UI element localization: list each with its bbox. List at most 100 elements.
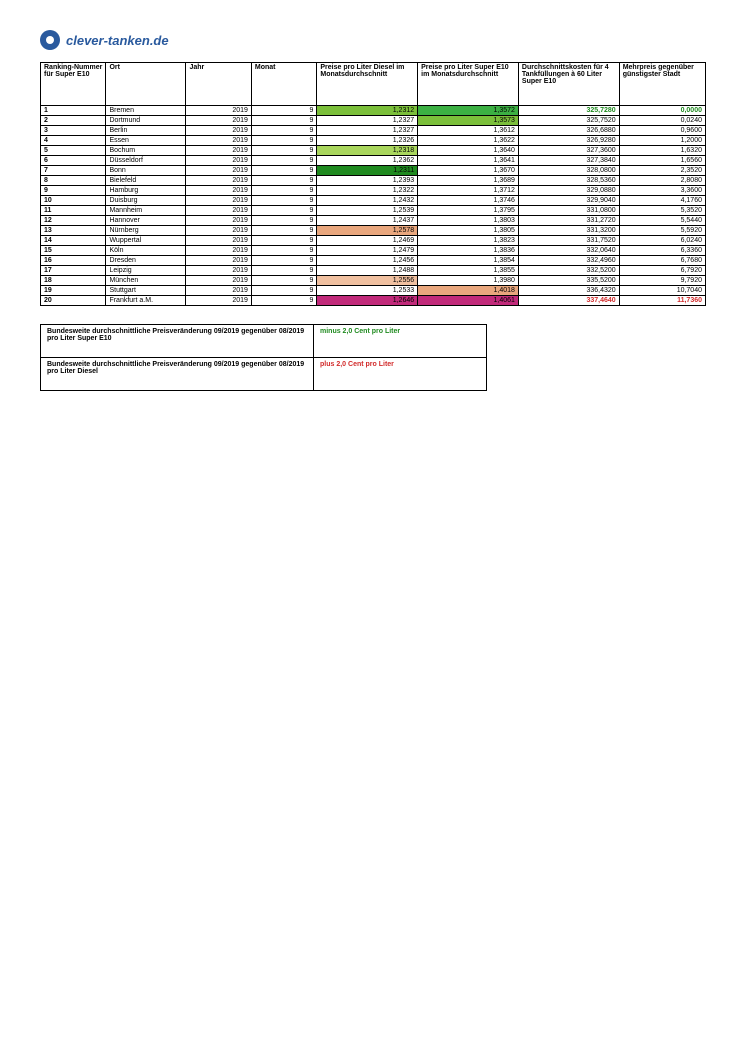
- table-row: 3Berlin201991,23271,3612326,68800,9600: [41, 126, 706, 136]
- table-row: 18München201991,25561,3980335,52009,7920: [41, 276, 706, 286]
- table-cell: 2019: [186, 276, 251, 286]
- table-row: 9Hamburg201991,23221,3712329,08803,3600: [41, 186, 706, 196]
- table-row: 20Frankfurt a.M.201991,26461,4061337,464…: [41, 296, 706, 306]
- table-cell: 9: [251, 236, 316, 246]
- table-cell: 326,6880: [518, 126, 619, 136]
- table-row: 14Wuppertal201991,24691,3823331,75206,02…: [41, 236, 706, 246]
- table-cell: 9: [251, 266, 316, 276]
- table-cell: 14: [41, 236, 106, 246]
- table-cell: 1,2469: [317, 236, 418, 246]
- table-cell: 6,0240: [619, 236, 705, 246]
- table-row: 19Stuttgart201991,25331,4018336,432010,7…: [41, 286, 706, 296]
- table-cell: 1,3572: [418, 106, 519, 116]
- table-cell: Wuppertal: [106, 236, 186, 246]
- table-cell: 1,3746: [418, 196, 519, 206]
- table-cell: 11,7360: [619, 296, 705, 306]
- table-cell: 10,7040: [619, 286, 705, 296]
- table-row: 2Dortmund201991,23271,3573325,75200,0240: [41, 116, 706, 126]
- table-cell: 9: [251, 156, 316, 166]
- table-cell: 5,5440: [619, 216, 705, 226]
- summary-value: plus 2,0 Cent pro Liter: [314, 358, 487, 391]
- table-cell: 1,3855: [418, 266, 519, 276]
- column-header: Ort: [106, 63, 186, 106]
- table-cell: Bielefeld: [106, 176, 186, 186]
- table-cell: Frankfurt a.M.: [106, 296, 186, 306]
- table-cell: 1,4018: [418, 286, 519, 296]
- table-cell: 1,6560: [619, 156, 705, 166]
- table-row: 4Essen201991,23261,3622326,92801,2000: [41, 136, 706, 146]
- table-cell: 332,5200: [518, 266, 619, 276]
- table-cell: Hannover: [106, 216, 186, 226]
- table-cell: 1,2322: [317, 186, 418, 196]
- table-cell: 16: [41, 256, 106, 266]
- table-cell: 19: [41, 286, 106, 296]
- table-cell: 331,0800: [518, 206, 619, 216]
- table-cell: 9: [41, 186, 106, 196]
- table-cell: 9: [251, 166, 316, 176]
- table-cell: 9: [251, 106, 316, 116]
- table-cell: 13: [41, 226, 106, 236]
- table-cell: 9: [251, 136, 316, 146]
- table-cell: 6,3360: [619, 246, 705, 256]
- table-cell: 2,3520: [619, 166, 705, 176]
- table-cell: 15: [41, 246, 106, 256]
- table-cell: 6,7920: [619, 266, 705, 276]
- table-body: 1Bremen201991,23121,3572325,72800,00002D…: [41, 106, 706, 306]
- table-cell: Dortmund: [106, 116, 186, 126]
- table-cell: 1,3689: [418, 176, 519, 186]
- table-cell: 1,2327: [317, 126, 418, 136]
- table-cell: 5,5920: [619, 226, 705, 236]
- table-cell: 9: [251, 226, 316, 236]
- table-cell: Mannheim: [106, 206, 186, 216]
- table-cell: 9: [251, 216, 316, 226]
- table-cell: 1,2312: [317, 106, 418, 116]
- table-cell: 1,3640: [418, 146, 519, 156]
- table-cell: 9: [251, 256, 316, 266]
- table-cell: 6,7680: [619, 256, 705, 266]
- table-cell: Leipzig: [106, 266, 186, 276]
- table-cell: 2019: [186, 126, 251, 136]
- table-cell: 9: [251, 126, 316, 136]
- table-cell: 1,3622: [418, 136, 519, 146]
- table-cell: 12: [41, 216, 106, 226]
- column-header: Monat: [251, 63, 316, 106]
- table-cell: Essen: [106, 136, 186, 146]
- table-cell: 331,2720: [518, 216, 619, 226]
- table-row: 7Bonn201991,23111,3670328,08002,3520: [41, 166, 706, 176]
- table-cell: 2019: [186, 296, 251, 306]
- table-cell: 1,6320: [619, 146, 705, 156]
- table-cell: 1,2393: [317, 176, 418, 186]
- table-cell: 1,2646: [317, 296, 418, 306]
- table-cell: 1,2000: [619, 136, 705, 146]
- summary-label: Bundesweite durchschnittliche Preisverän…: [41, 325, 314, 358]
- table-cell: 329,0880: [518, 186, 619, 196]
- column-header: Mehrpreis gegenüber günstigster Stadt: [619, 63, 705, 106]
- table-cell: 10: [41, 196, 106, 206]
- table-cell: Hamburg: [106, 186, 186, 196]
- table-cell: 325,7520: [518, 116, 619, 126]
- table-cell: 1,3712: [418, 186, 519, 196]
- table-cell: 2019: [186, 136, 251, 146]
- table-row: 11Mannheim201991,25391,3795331,08005,352…: [41, 206, 706, 216]
- table-cell: 1,3641: [418, 156, 519, 166]
- table-cell: 1,3836: [418, 246, 519, 256]
- table-cell: Bremen: [106, 106, 186, 116]
- table-cell: 6: [41, 156, 106, 166]
- table-row: 10Duisburg201991,24321,3746329,90404,176…: [41, 196, 706, 206]
- table-cell: 1,2456: [317, 256, 418, 266]
- table-cell: Duisburg: [106, 196, 186, 206]
- table-cell: 1,3805: [418, 226, 519, 236]
- table-cell: 1,2488: [317, 266, 418, 276]
- table-cell: 1,3980: [418, 276, 519, 286]
- table-cell: 2019: [186, 206, 251, 216]
- table-cell: 327,3600: [518, 146, 619, 156]
- table-cell: 2019: [186, 226, 251, 236]
- table-cell: 2: [41, 116, 106, 126]
- table-cell: 332,4960: [518, 256, 619, 266]
- table-cell: 1,3823: [418, 236, 519, 246]
- table-cell: Stuttgart: [106, 286, 186, 296]
- table-cell: 11: [41, 206, 106, 216]
- column-header: Preise pro Liter Diesel im Monatsdurchsc…: [317, 63, 418, 106]
- table-cell: 9: [251, 196, 316, 206]
- table-cell: 2019: [186, 286, 251, 296]
